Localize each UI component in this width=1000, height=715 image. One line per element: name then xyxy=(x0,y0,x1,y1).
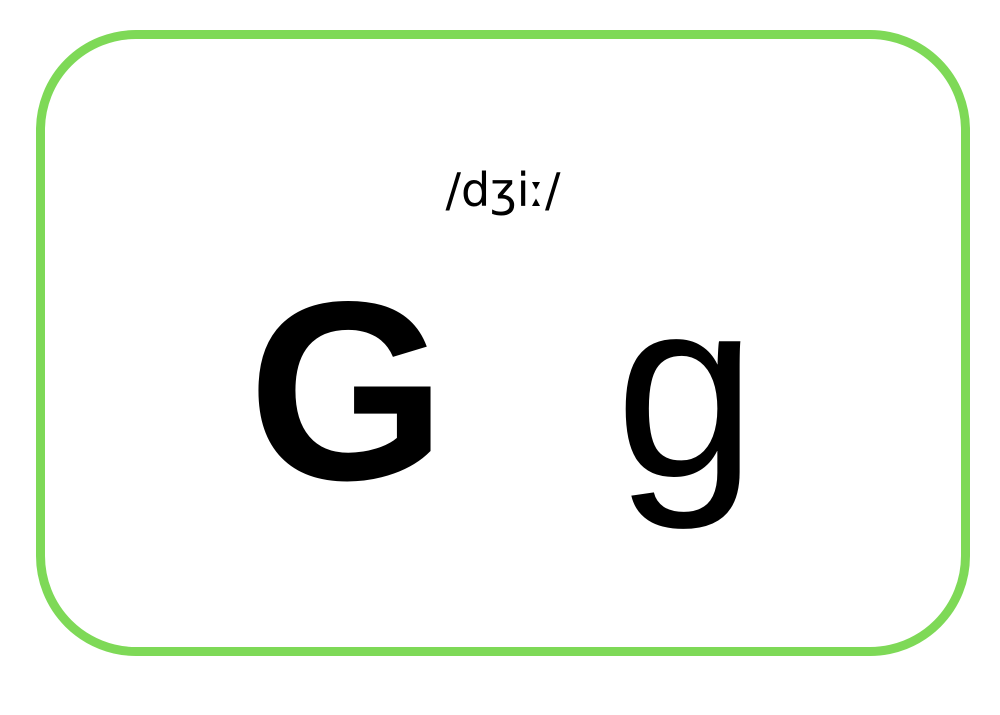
uppercase-letter: G xyxy=(248,249,447,534)
letter-card: /dʒiː/ G g xyxy=(36,30,970,656)
lowercase-letter: g xyxy=(615,246,757,531)
phonetic-transcription: /dʒiː/ xyxy=(445,163,561,217)
